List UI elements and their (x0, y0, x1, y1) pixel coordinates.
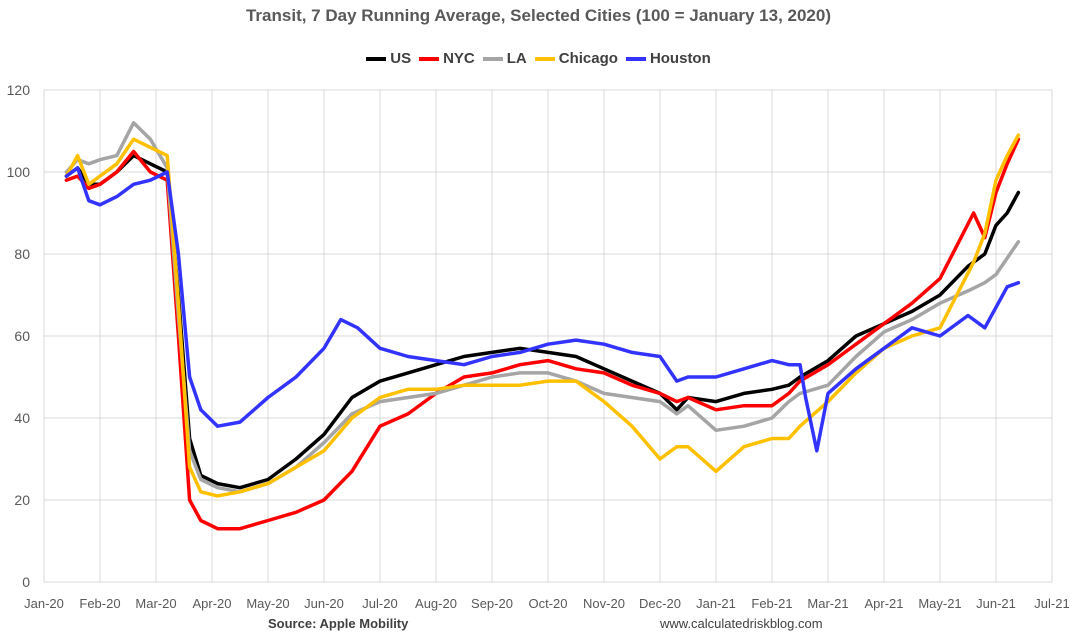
chart-title: Transit, 7 Day Running Average, Selected… (245, 6, 832, 25)
legend-item-us: US (366, 50, 411, 67)
legend-swatch (534, 56, 555, 61)
x-tick-label: Feb-20 (79, 596, 120, 611)
y-tick-label: 60 (14, 328, 30, 344)
x-tick-label: Jan-20 (24, 596, 64, 611)
x-tick-label: Feb-21 (751, 596, 792, 611)
y-tick-label: 100 (7, 164, 31, 180)
x-tick-label: Jun-21 (976, 596, 1016, 611)
x-tick-label: Mar-21 (807, 596, 848, 611)
x-tick-label: Oct-20 (528, 596, 567, 611)
legend-item-houston: Houston (625, 50, 711, 67)
source-label: Source: Apple Mobility (268, 616, 409, 631)
legend-swatch (366, 56, 387, 61)
x-tick-label: Apr-21 (864, 596, 903, 611)
x-tick-label: Jun-20 (304, 596, 344, 611)
x-tick-label: Aug-20 (415, 596, 457, 611)
x-tick-label: Dec-20 (639, 596, 681, 611)
legend-item-la: LA (482, 50, 527, 67)
website-label: www.calculatedriskblog.com (660, 616, 823, 631)
x-tick-label: Mar-20 (135, 596, 176, 611)
legend: US NYC LA Chicago Houston (0, 50, 1077, 67)
x-tick-label: Sep-20 (471, 596, 513, 611)
y-tick-label: 40 (14, 410, 30, 426)
y-tick-label: 80 (14, 246, 30, 262)
y-tick-label: 0 (22, 574, 30, 590)
legend-label: NYC (443, 50, 475, 67)
legend-label: LA (506, 50, 527, 67)
y-tick-label: 20 (14, 492, 30, 508)
x-tick-label: Jul-20 (362, 596, 397, 611)
legend-label: Chicago (558, 50, 618, 67)
legend-swatch (419, 56, 440, 61)
x-tick-label: Nov-20 (583, 596, 625, 611)
legend-swatch (482, 56, 503, 61)
x-tick-label: Apr-20 (192, 596, 231, 611)
series-line-houston (64, 166, 1021, 453)
legend-item-chicago: Chicago (534, 50, 618, 67)
legend-label: US (390, 50, 412, 67)
series-line-chicago (64, 133, 1021, 498)
x-tick-label: May-21 (918, 596, 961, 611)
x-tick-label: Jan-21 (696, 596, 736, 611)
legend-label: Houston (649, 50, 711, 67)
legend-item-nyc: NYC (419, 50, 475, 67)
x-tick-label: May-20 (246, 596, 289, 611)
y-tick-label: 120 (7, 82, 31, 98)
legend-swatch (625, 56, 646, 61)
x-tick-label: Jul-21 (1034, 596, 1069, 611)
